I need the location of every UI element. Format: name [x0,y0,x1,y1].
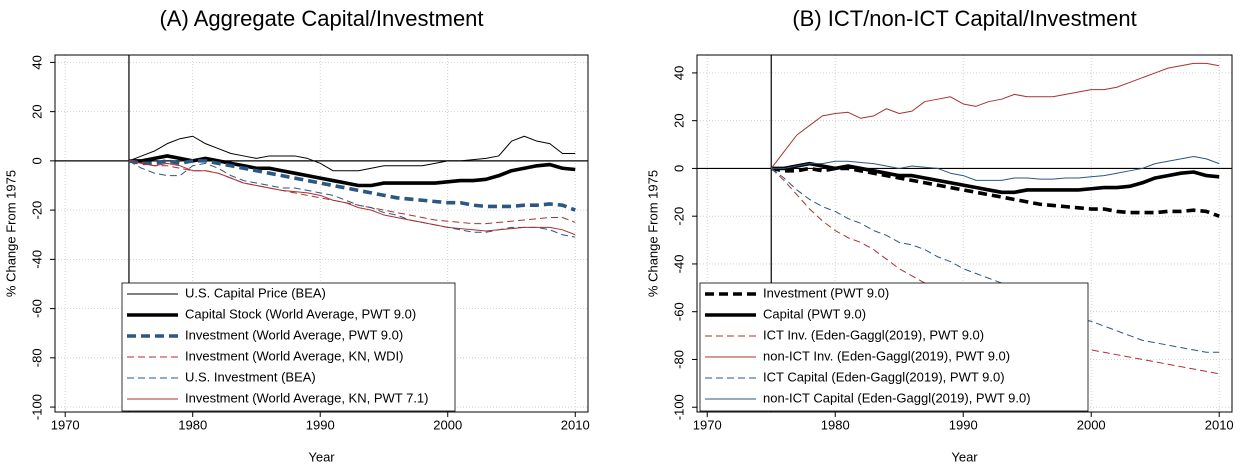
y-tick-label: 20 [29,104,44,118]
legend-label: non-ICT Capital (Eden-Gaggl(2019), PWT 9… [763,390,1031,405]
x-axis-label: Year [951,449,978,464]
y-tick-label: -40 [29,250,44,269]
legend-label: U.S. Investment (BEA) [185,369,316,384]
x-tick-label: 1990 [949,417,978,432]
series-line [770,166,1220,218]
y-tick-label: -80 [671,350,686,369]
chart-title: (B) ICT/non-ICT Capital/Investment [792,6,1136,31]
series-line [771,155,1220,181]
legend-label: Capital Stock (World Average, PWT 9.0) [185,306,416,321]
x-axis-label: Year [308,449,335,464]
y-tick-label: 20 [671,113,686,127]
series-line [128,160,576,225]
y-tick-label: -20 [29,201,44,220]
x-tick-label: 2010 [561,417,590,432]
legend-label: ICT Capital (Eden-Gaggl(2019), PWT 9.0) [763,369,1005,384]
x-tick-label: 1970 [51,417,80,432]
y-tick-label: -60 [671,302,686,321]
legend-label: non-ICT Inv. (Eden-Gaggl(2019), PWT 9.0) [763,348,1010,363]
y-tick-label: 40 [29,55,44,69]
legend-box [121,282,456,412]
y-tick-label: -40 [671,255,686,274]
series-line [770,62,1220,169]
y-axis-label: % Change From 1975 [645,170,660,297]
y-tick-label: -100 [671,394,686,420]
plot-frame [54,54,589,413]
series-line [128,159,576,212]
series-line [128,160,576,236]
series-line [128,154,576,188]
legend-label: Investment (World Average, KN, PWT 7.1) [185,390,428,405]
y-tick-label: -80 [29,348,44,367]
legend-label: Investment (PWT 9.0) [763,285,889,300]
plot-frame [696,54,1233,413]
x-tick-label: 1980 [178,417,207,432]
y-tick-label: 40 [671,66,686,80]
y-axis-label: % Change From 1975 [3,170,18,297]
legend-label: Investment (World Average, PWT 9.0) [185,327,403,342]
y-tick-label: -100 [29,394,44,420]
legend-label: U.S. Capital Price (BEA) [185,285,326,300]
x-tick-label: 2000 [433,417,462,432]
y-tick-label: -20 [671,207,686,226]
legend-box [699,282,1089,412]
series-line [771,161,1220,195]
series-line [128,135,576,172]
y-tick-label: 0 [29,157,44,164]
chart-title: (A) Aggregate Capital/Investment [159,6,483,31]
legend-label: ICT Inv. (Eden-Gaggl(2019), PWT 9.0) [763,327,984,342]
x-tick-label: 2010 [1205,417,1234,432]
x-tick-label: 1980 [821,417,850,432]
x-tick-label: 1990 [306,417,335,432]
legend-label: Investment (World Average, KN, WDI) [185,348,403,363]
legend-label: Capital (PWT 9.0) [763,306,866,321]
x-tick-label: 2000 [1077,417,1106,432]
x-tick-label: 1970 [693,417,722,432]
y-tick-label: 0 [671,165,686,172]
series-line [770,168,1220,353]
y-tick-label: -60 [29,299,44,318]
